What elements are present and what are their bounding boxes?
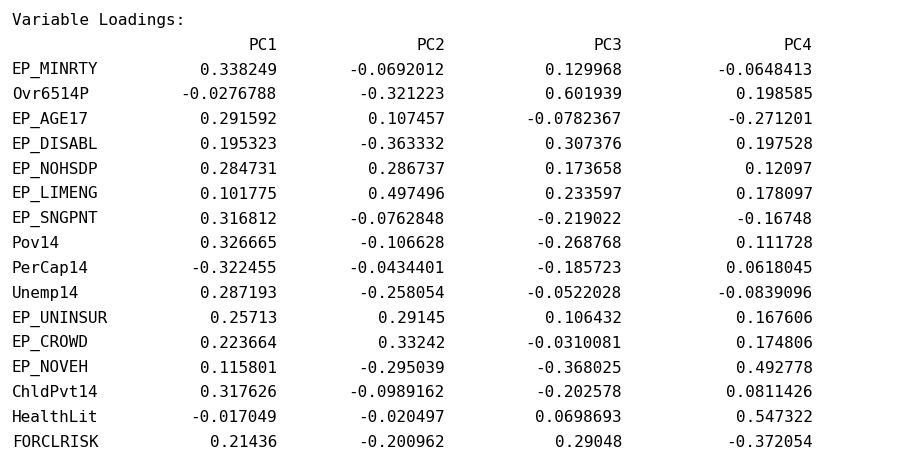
Text: -0.321223: -0.321223: [359, 87, 445, 102]
Text: 0.286737: 0.286737: [368, 162, 445, 177]
Text: 0.0811426: 0.0811426: [726, 385, 813, 399]
Text: EP_SNGPNT: EP_SNGPNT: [12, 211, 98, 227]
Text: 0.326665: 0.326665: [200, 236, 277, 251]
Text: EP_MINRTY: EP_MINRTY: [12, 62, 98, 78]
Text: EP_LIMENG: EP_LIMENG: [12, 186, 98, 202]
Text: -0.0276788: -0.0276788: [181, 87, 277, 102]
Text: PC4: PC4: [784, 38, 813, 53]
Text: 0.291592: 0.291592: [200, 112, 277, 127]
Text: 0.0618045: 0.0618045: [726, 261, 813, 276]
Text: 0.307376: 0.307376: [545, 137, 622, 152]
Text: -0.0522028: -0.0522028: [526, 285, 622, 301]
Text: 0.115801: 0.115801: [200, 360, 277, 375]
Text: PC2: PC2: [416, 38, 445, 53]
Text: -0.106628: -0.106628: [359, 236, 445, 251]
Text: -0.271201: -0.271201: [726, 112, 813, 127]
Text: EP_AGE17: EP_AGE17: [12, 112, 89, 128]
Text: -0.0782367: -0.0782367: [526, 112, 622, 127]
Text: EP_UNINSUR: EP_UNINSUR: [12, 310, 108, 326]
Text: PerCap14: PerCap14: [12, 261, 89, 276]
Text: EP_DISABL: EP_DISABL: [12, 136, 98, 152]
Text: -0.0692012: -0.0692012: [349, 62, 445, 78]
Text: 0.12097: 0.12097: [745, 162, 813, 177]
Text: 0.338249: 0.338249: [200, 62, 277, 78]
Text: Unemp14: Unemp14: [12, 285, 79, 301]
Text: -0.0989162: -0.0989162: [349, 385, 445, 399]
Text: 0.198585: 0.198585: [735, 87, 813, 102]
Text: 0.601939: 0.601939: [545, 87, 622, 102]
Text: 0.178097: 0.178097: [735, 186, 813, 202]
Text: -0.258054: -0.258054: [359, 285, 445, 301]
Text: 0.317626: 0.317626: [200, 385, 277, 399]
Text: 0.25713: 0.25713: [210, 310, 277, 325]
Text: 0.21436: 0.21436: [210, 434, 277, 449]
Text: 0.233597: 0.233597: [545, 186, 622, 202]
Text: 0.195323: 0.195323: [200, 137, 277, 152]
Text: EP_CROWD: EP_CROWD: [12, 335, 89, 351]
Text: -0.372054: -0.372054: [726, 434, 813, 449]
Text: -0.368025: -0.368025: [536, 360, 622, 375]
Text: 0.0698693: 0.0698693: [536, 409, 622, 424]
Text: -0.202578: -0.202578: [536, 385, 622, 399]
Text: PC1: PC1: [248, 38, 277, 53]
Text: ChldPvt14: ChldPvt14: [12, 385, 98, 399]
Text: -0.185723: -0.185723: [536, 261, 622, 276]
Text: 0.106432: 0.106432: [545, 310, 622, 325]
Text: 0.111728: 0.111728: [735, 236, 813, 251]
Text: -0.363332: -0.363332: [359, 137, 445, 152]
Text: 0.129968: 0.129968: [545, 62, 622, 78]
Text: -0.0310081: -0.0310081: [526, 335, 622, 350]
Text: 0.167606: 0.167606: [735, 310, 813, 325]
Text: 0.107457: 0.107457: [368, 112, 445, 127]
Text: 0.316812: 0.316812: [200, 211, 277, 226]
Text: -0.0434401: -0.0434401: [349, 261, 445, 276]
Text: 0.174806: 0.174806: [735, 335, 813, 350]
Text: -0.268768: -0.268768: [536, 236, 622, 251]
Text: 0.287193: 0.287193: [200, 285, 277, 301]
Text: 0.197528: 0.197528: [735, 137, 813, 152]
Text: -0.017049: -0.017049: [191, 409, 277, 424]
Text: -0.295039: -0.295039: [359, 360, 445, 375]
Text: EP_NOHSDP: EP_NOHSDP: [12, 161, 98, 177]
Text: -0.020497: -0.020497: [359, 409, 445, 424]
Text: 0.33242: 0.33242: [378, 335, 445, 350]
Text: EP_NOVEH: EP_NOVEH: [12, 359, 89, 375]
Text: Pov14: Pov14: [12, 236, 60, 251]
Text: 0.29145: 0.29145: [378, 310, 445, 325]
Text: FORCLRISK: FORCLRISK: [12, 434, 98, 449]
Text: -0.219022: -0.219022: [536, 211, 622, 226]
Text: -0.0648413: -0.0648413: [716, 62, 813, 78]
Text: PC3: PC3: [593, 38, 622, 53]
Text: -0.322455: -0.322455: [191, 261, 277, 276]
Text: HealthLit: HealthLit: [12, 409, 98, 424]
Text: -0.0839096: -0.0839096: [716, 285, 813, 301]
Text: -0.0762848: -0.0762848: [349, 211, 445, 226]
Text: 0.29048: 0.29048: [555, 434, 622, 449]
Text: 0.547322: 0.547322: [735, 409, 813, 424]
Text: -0.16748: -0.16748: [735, 211, 813, 226]
Text: 0.497496: 0.497496: [368, 186, 445, 202]
Text: 0.223664: 0.223664: [200, 335, 277, 350]
Text: 0.173658: 0.173658: [545, 162, 622, 177]
Text: Ovr6514P: Ovr6514P: [12, 87, 89, 102]
Text: Variable Loadings:: Variable Loadings:: [12, 13, 185, 28]
Text: -0.200962: -0.200962: [359, 434, 445, 449]
Text: 0.101775: 0.101775: [200, 186, 277, 202]
Text: 0.492778: 0.492778: [735, 360, 813, 375]
Text: 0.284731: 0.284731: [200, 162, 277, 177]
